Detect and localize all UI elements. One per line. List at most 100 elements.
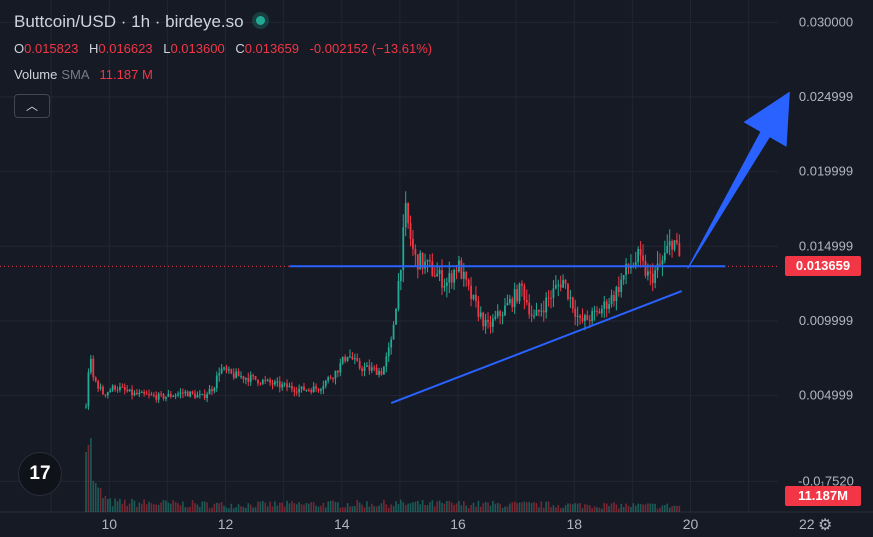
volume-bar — [417, 500, 419, 512]
volume-bar — [153, 504, 155, 512]
volume-bar — [385, 504, 388, 512]
high-value: 0.016623 — [98, 41, 153, 56]
volume-bar — [603, 502, 606, 512]
candle-body — [412, 238, 414, 249]
candle-body — [281, 384, 284, 388]
candle-body — [424, 261, 426, 269]
candle-body — [128, 389, 131, 392]
candle-body — [380, 370, 383, 375]
low-label: L — [163, 41, 171, 56]
candle-body — [315, 386, 317, 389]
candle-body — [237, 371, 240, 377]
candle-body — [375, 367, 378, 375]
candle-body — [361, 368, 364, 372]
candle-body — [419, 252, 422, 270]
candle-body — [259, 383, 262, 385]
volume-bar — [407, 503, 409, 512]
volume-bar — [569, 503, 572, 512]
candle-body — [676, 240, 678, 243]
candle-body — [191, 391, 194, 394]
volume-bar — [588, 505, 591, 512]
candle-body — [295, 391, 298, 393]
candle-body — [322, 385, 325, 390]
volume-bar — [475, 506, 477, 512]
candle-body — [547, 297, 550, 299]
volume-bar — [496, 502, 499, 512]
candle-body — [545, 297, 548, 313]
volume-sma-label: SMA — [61, 67, 90, 82]
volume-bar — [111, 506, 114, 512]
volume-bar — [547, 501, 550, 512]
candle-body — [252, 375, 255, 377]
volume-bar — [213, 503, 216, 512]
candle-body — [397, 281, 400, 309]
volume-bar — [511, 502, 514, 512]
candle-body — [97, 381, 100, 389]
volume-bar — [262, 500, 264, 512]
candle-body — [518, 283, 521, 302]
volume-bar — [576, 503, 579, 512]
volume-bar — [232, 508, 235, 512]
volume-bar — [329, 500, 332, 512]
collapse-legend-button[interactable]: ︿ — [14, 94, 50, 118]
candle-body — [307, 389, 310, 391]
candle-body — [678, 242, 681, 257]
volume-bar — [535, 503, 538, 512]
candle-body — [671, 241, 673, 250]
candle-body — [525, 300, 528, 303]
volume-bar — [126, 505, 128, 512]
volume-bar — [189, 506, 191, 512]
candle-body — [445, 282, 448, 286]
candle-body — [283, 383, 286, 385]
volume-bar — [220, 501, 223, 512]
candle-body — [370, 367, 373, 371]
candle-body — [467, 279, 470, 286]
candle-body — [436, 273, 439, 277]
candle-body — [581, 317, 584, 322]
volume-bar — [441, 502, 443, 512]
candle-body — [630, 266, 632, 269]
volume-bar — [138, 502, 141, 512]
volume-legend[interactable]: Volume SMA 11.187 M — [14, 67, 153, 82]
volume-bar — [143, 499, 145, 512]
volume-value: 11.187 M — [99, 67, 153, 82]
candle-body — [479, 312, 482, 317]
candle-body — [639, 249, 642, 256]
candle-body — [460, 260, 463, 279]
candle-body — [453, 269, 456, 283]
candle-body — [286, 383, 288, 388]
volume-bar — [87, 444, 90, 512]
candle-body — [567, 283, 569, 299]
volume-bar — [513, 501, 516, 512]
volume-bar — [613, 502, 615, 512]
settings-gear-icon[interactable]: ⚙ — [818, 517, 833, 534]
candle-body — [317, 388, 320, 391]
candle-body — [550, 297, 552, 299]
x-axis-tick-label: 18 — [566, 516, 582, 532]
volume-bar — [555, 507, 557, 512]
candle-body — [494, 316, 497, 319]
volume-bar — [361, 504, 363, 512]
volume-bar — [203, 501, 206, 512]
volume-bar — [174, 502, 177, 512]
candle-body — [89, 358, 92, 373]
candle-body — [225, 367, 228, 371]
symbol-label: Buttcoin/USD · 1h · birdeye.so — [14, 12, 244, 31]
candle-body — [416, 254, 419, 270]
volume-bar — [608, 506, 610, 512]
tradingview-logo-icon[interactable]: 17 — [18, 452, 62, 496]
volume-bar — [247, 503, 250, 512]
volume-bar — [436, 501, 438, 512]
volume-bar — [94, 483, 97, 512]
x-axis-tick-label: 20 — [683, 516, 699, 532]
candle-body — [332, 378, 334, 380]
candle-body — [588, 319, 591, 322]
candle-body — [179, 392, 182, 394]
volume-bar — [557, 505, 560, 512]
volume-bar — [201, 501, 204, 512]
candle-body — [448, 273, 451, 283]
volume-bar — [402, 502, 405, 512]
volume-bar — [630, 507, 632, 512]
volume-bar — [482, 503, 484, 512]
